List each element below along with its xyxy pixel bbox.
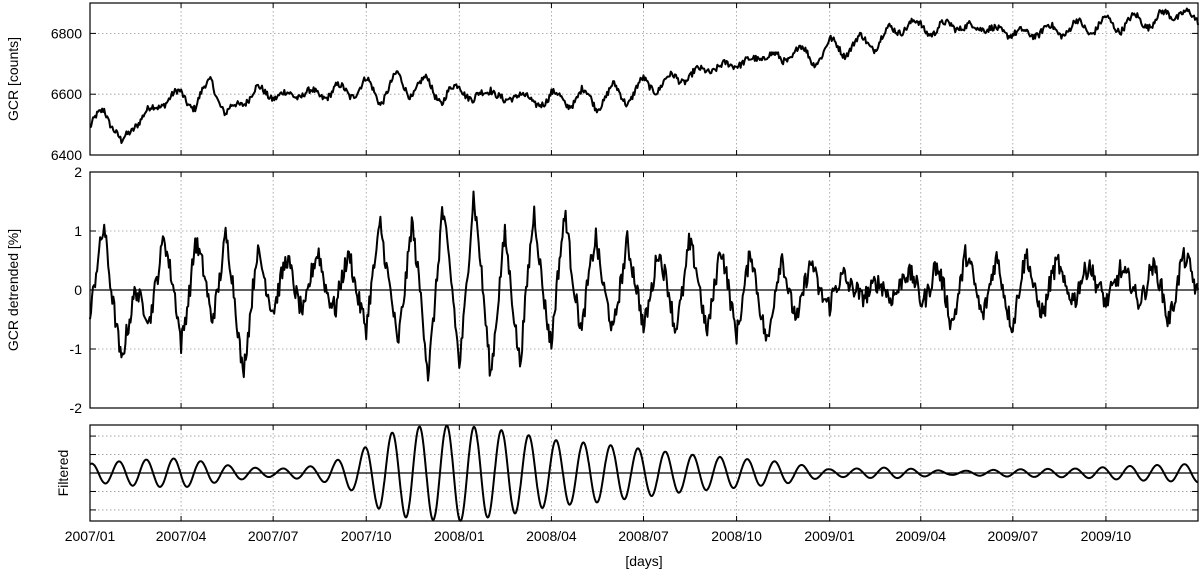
panel-top: 6400 6600 6800 GCR [counts]	[5, 2, 1199, 163]
x-tick-label: 2008/04	[526, 528, 577, 544]
y-tick-label: 1	[74, 223, 82, 239]
x-tick-label: 2008/10	[711, 528, 762, 544]
series-line-bottom	[89, 424, 1199, 522]
y-axis-label: GCR [counts]	[5, 37, 21, 121]
y-axis-label: Filtered	[55, 450, 71, 497]
x-tick-label: 2007/10	[341, 528, 392, 544]
y-tick-label: -2	[70, 400, 83, 416]
x-tick-label: 2009/01	[804, 528, 855, 544]
plot-frame	[89, 424, 1199, 522]
x-tick-label: 2009/10	[1081, 528, 1132, 544]
x-axis-label: [days]	[625, 553, 662, 569]
y-tick-label: 2	[74, 164, 82, 180]
x-tick-label: 2007/07	[248, 528, 299, 544]
y-tick-label: -1	[70, 341, 83, 357]
y-tick-label: 6400	[51, 147, 82, 163]
y-axis-label: GCR detrended [%]	[5, 229, 21, 351]
y-tick-label: 0	[74, 282, 82, 298]
x-tick-label: 2007/04	[156, 528, 207, 544]
x-tick-label: 2009/07	[988, 528, 1039, 544]
x-tick-label: 2009/04	[895, 528, 946, 544]
plot-frame	[89, 2, 1199, 156]
x-tick-label: 2007/01	[65, 528, 116, 544]
panel-middle: -2 -1 0 1 2 GCR detrended [%]	[5, 164, 1199, 416]
series-line-middle	[89, 190, 1199, 382]
y-tick-label: 6600	[51, 86, 82, 102]
x-tick-label: 2008/07	[618, 528, 669, 544]
x-tick-label: 2008/01	[434, 528, 485, 544]
y-tick-label: 6800	[51, 25, 82, 41]
series-line-top	[89, 7, 1199, 144]
plot-frame	[89, 171, 1199, 409]
panel-bottom: Filtered 2007/01 2007/04 2007/07 2007/10 2008…	[55, 424, 1199, 569]
